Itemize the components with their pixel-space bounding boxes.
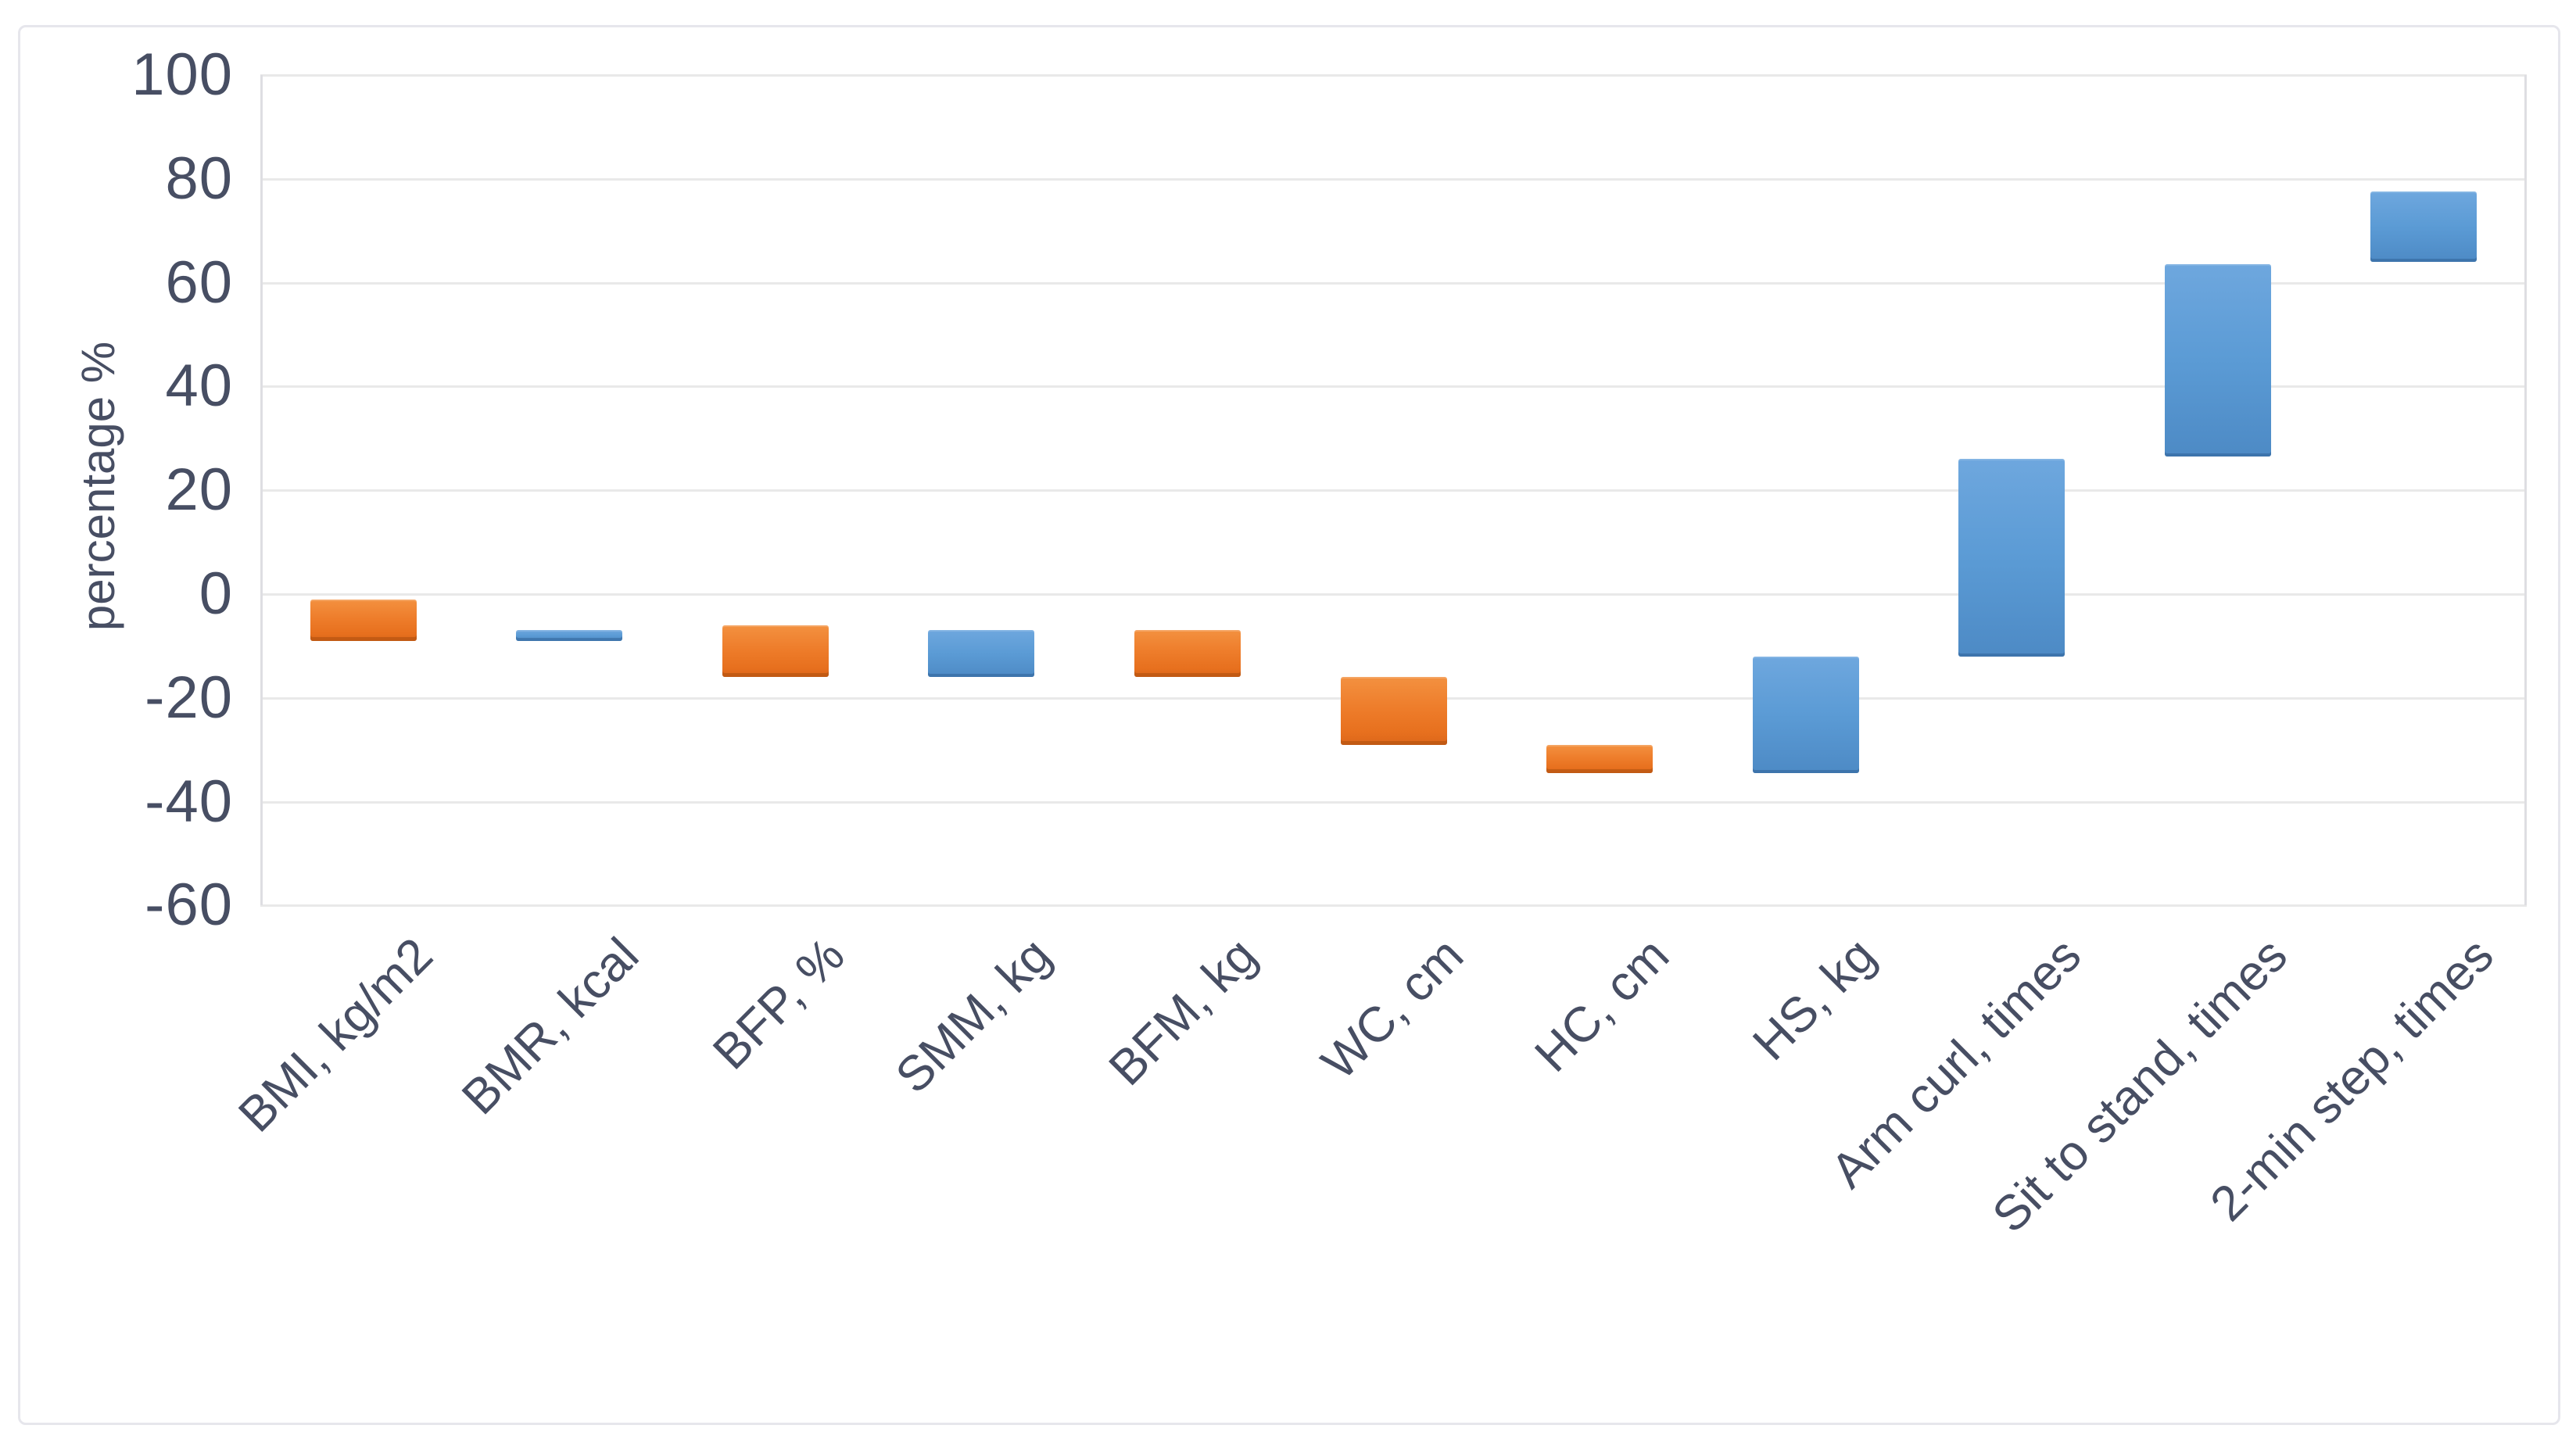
y-tick-label-20: 20 bbox=[165, 457, 233, 524]
gridline-y-40 bbox=[260, 385, 2527, 388]
bar-sit-to-stand-times bbox=[2164, 264, 2271, 457]
bar-hs-kg bbox=[1752, 656, 1859, 774]
gridline-y-60 bbox=[260, 281, 2527, 285]
y-axis-line bbox=[260, 75, 263, 906]
gridline-y--40 bbox=[260, 800, 2527, 804]
x-category-label-wc-cm: WC, cm bbox=[1310, 927, 1474, 1090]
x-category-label-bfp-: BFP, % bbox=[703, 927, 856, 1080]
x-category-label-bfm-kg: BFM, kg bbox=[1098, 927, 1268, 1097]
bar-arm-curl-times bbox=[1958, 459, 2065, 657]
bar-bmi-kg-m2 bbox=[310, 599, 417, 641]
gridline-y-100 bbox=[260, 74, 2527, 77]
gridline-y-20 bbox=[260, 489, 2527, 492]
y-tick-label-40: 40 bbox=[165, 353, 233, 420]
bar-smm-kg bbox=[928, 630, 1035, 678]
bar-bmr-kcal bbox=[516, 630, 623, 641]
x-category-label-smm-kg: SMM, kg bbox=[885, 927, 1062, 1104]
x-category-label-bmi-kg-m2: BMI, kg/m2 bbox=[228, 927, 443, 1143]
x-category-label-hc-cm: HC, cm bbox=[1524, 927, 1680, 1083]
y-tick-label-60: 60 bbox=[165, 249, 233, 316]
bar-wc-cm bbox=[1340, 677, 1447, 745]
plot-right-edge-line bbox=[2524, 75, 2527, 906]
bar-hc-cm bbox=[1546, 744, 1653, 774]
y-tick-label-0: 0 bbox=[199, 560, 233, 627]
y-tick-label--40: -40 bbox=[145, 768, 233, 835]
gridline-y-80 bbox=[260, 177, 2527, 181]
y-tick-label-100: 100 bbox=[131, 41, 233, 108]
y-tick-label--60: -60 bbox=[145, 872, 233, 939]
y-tick-label-80: 80 bbox=[165, 145, 233, 212]
bar-bfp- bbox=[722, 625, 829, 678]
x-category-label-hs-kg: HS, kg bbox=[1742, 927, 1886, 1071]
y-axis-title: percentage % bbox=[72, 341, 124, 632]
y-tick-label--20: -20 bbox=[145, 664, 233, 731]
gridline-y-0 bbox=[260, 593, 2527, 596]
bar-bfm-kg bbox=[1134, 630, 1241, 678]
gridline-y--60 bbox=[260, 904, 2527, 908]
bar-2-min-step-times bbox=[2370, 192, 2477, 263]
x-category-label-bmr-kcal: BMR, kcal bbox=[452, 927, 650, 1126]
